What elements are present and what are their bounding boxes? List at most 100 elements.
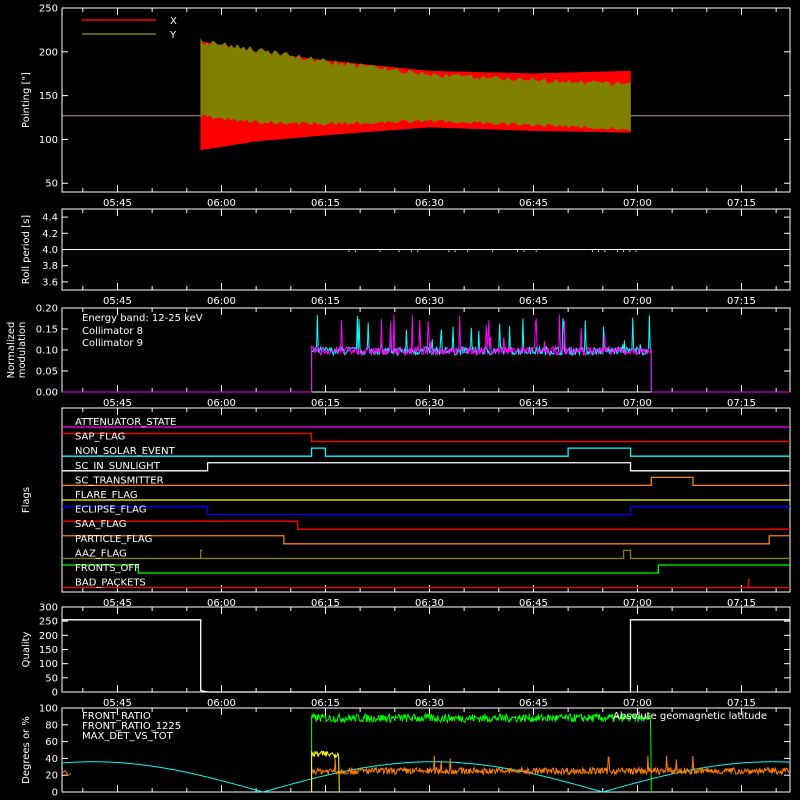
y-tick-label: 200 xyxy=(39,47,58,58)
y-tick-label: 200 xyxy=(39,631,58,642)
panel-ratios: 0 20 40 60 80 100 Degrees or % FRONT_RATIOFRONT… xyxy=(21,704,791,799)
x-tick-label: 06:00 xyxy=(207,198,236,209)
flag-line xyxy=(62,505,790,516)
flag-line xyxy=(62,549,790,560)
x-tick-label: 06:15 xyxy=(311,598,340,609)
y-tick-label: 3.8 xyxy=(42,261,58,272)
y-tick-label: 0.10 xyxy=(36,346,58,357)
x-tick-label: 07:15 xyxy=(727,296,756,307)
y-tick-label: 80 xyxy=(45,720,58,731)
series-edge-trace xyxy=(61,769,72,777)
flag-label: ATTENUATOR_STATE xyxy=(75,417,176,428)
panel-quality: 0 50 100 150 200 250 300 05:45 06:00 06:15 06:30 06… xyxy=(21,603,791,709)
x-tick-label: 06:30 xyxy=(415,398,444,409)
flag-label: SAP_FLAG xyxy=(75,432,125,443)
flag-line xyxy=(62,462,790,472)
legend-label: FRONT_RATIO_1225 xyxy=(82,721,181,732)
panel-frame xyxy=(61,707,791,793)
x-tick-label: 06:00 xyxy=(207,398,236,409)
y-tick-label: 150 xyxy=(39,645,58,656)
flag-label: ECLIPSE_FLAG xyxy=(75,505,146,516)
y-tick-label: 50 xyxy=(45,673,58,684)
flag-label: PARTICLE_FLAG xyxy=(75,534,152,545)
y-tick-label: 0 xyxy=(52,788,58,799)
x-tick-label: 06:00 xyxy=(207,598,236,609)
x-tick-label: 06:00 xyxy=(207,296,236,307)
y-tick-label: 0.00 xyxy=(36,388,58,399)
flag-label: AAZ_FLAG xyxy=(75,548,127,559)
y-tick-label: 100 xyxy=(39,135,58,146)
x-tick-label: 05:45 xyxy=(103,198,132,209)
x-tick-label: 06:45 xyxy=(519,296,548,307)
x-tick-label: 07:00 xyxy=(623,198,652,209)
y-tick-label: 40 xyxy=(45,754,58,765)
x-tick-label: 07:15 xyxy=(727,398,756,409)
x-tick-label: 06:45 xyxy=(519,398,548,409)
y-axis-label: Quality xyxy=(21,632,32,668)
legend-label: X xyxy=(170,16,177,27)
y-tick-label: 4.0 xyxy=(42,245,58,256)
x-tick-label: 07:00 xyxy=(623,296,652,307)
x-tick-label: 06:30 xyxy=(415,296,444,307)
flag-label: FRONTS_OFF xyxy=(75,563,140,574)
y-tick-label: 50 xyxy=(45,179,58,190)
x-tick-label: 07:00 xyxy=(623,398,652,409)
x-tick-label: 06:15 xyxy=(311,698,340,709)
x-tick-label: 06:15 xyxy=(311,398,340,409)
panel-frame xyxy=(61,7,791,193)
y-axis-label: Normalizedmodulation xyxy=(6,322,28,379)
quality-line xyxy=(62,619,790,693)
flag-line xyxy=(62,432,790,443)
y-axis-label: Degrees or % xyxy=(21,716,32,784)
x-tick-label: 06:30 xyxy=(415,698,444,709)
panel-modulation: 0.00 0.05 0.10 0.15 0.20 05:45 06:00 06:15 06:30… xyxy=(6,304,791,409)
x-tick-label: 07:15 xyxy=(727,598,756,609)
x-tick-label: 07:15 xyxy=(727,198,756,209)
flag-label: SC_TRANSMITTER xyxy=(75,475,164,486)
flag-label: BAD_PACKETS xyxy=(75,578,146,589)
legend-label: Collimator 8 xyxy=(82,326,143,337)
x-tick-label: 06:15 xyxy=(311,198,340,209)
series-max-det-vs-tot xyxy=(311,755,790,792)
y-tick-label: 0.15 xyxy=(36,325,58,336)
series-collimator-8 xyxy=(62,315,790,393)
x-tick-label: 06:15 xyxy=(311,296,340,307)
y-tick-label: 250 xyxy=(39,617,58,628)
y-tick-label: 4.4 xyxy=(42,213,58,224)
panel-flags: 05:45 06:00 06:15 06:30 06:45 07:00 07:15 Flags… xyxy=(21,407,791,609)
flag-line xyxy=(62,535,790,545)
y-tick-label: 100 xyxy=(39,704,58,715)
x-tick-label: 07:00 xyxy=(623,698,652,709)
series-front-ratio-1225 xyxy=(311,712,652,793)
legend-label: Y xyxy=(169,30,177,41)
y-tick-label: 20 xyxy=(45,771,58,782)
geomagnetic-latitude-line xyxy=(61,761,790,793)
legend-label: Absolute geomagnetic latitude xyxy=(613,711,767,722)
x-tick-label: 07:00 xyxy=(623,598,652,609)
x-tick-label: 05:45 xyxy=(103,698,132,709)
x-tick-label: 07:15 xyxy=(727,698,756,709)
y-tick-label: 4.2 xyxy=(42,229,58,240)
series-band-y xyxy=(200,38,631,132)
panel-roll: 3.6 3.8 4.0 4.2 4.4 05:45 06:00 06:15 06:30 06:45… xyxy=(21,208,791,307)
flag-line xyxy=(62,447,790,457)
x-tick-label: 05:45 xyxy=(103,296,132,307)
y-axis-label: Pointing ["] xyxy=(21,72,32,128)
x-tick-label: 06:30 xyxy=(415,198,444,209)
x-tick-label: 05:45 xyxy=(103,598,132,609)
y-tick-label: 300 xyxy=(39,603,58,614)
flag-line xyxy=(62,564,790,574)
y-axis-label: Flags xyxy=(21,487,32,513)
x-tick-label: 06:45 xyxy=(519,598,548,609)
x-tick-label: 06:00 xyxy=(207,698,236,709)
legend-label: MAX_DET_VS_TOT xyxy=(82,731,174,742)
x-tick-label: 06:30 xyxy=(415,598,444,609)
flag-label: FLARE_FLAG xyxy=(75,490,138,501)
y-tick-label: 0.20 xyxy=(36,304,58,315)
x-tick-label: 06:45 xyxy=(519,198,548,209)
y-axis-label: Roll period [s] xyxy=(21,215,32,284)
legend-label: FRONT_RATIO xyxy=(82,711,151,722)
x-tick-label: 06:45 xyxy=(519,698,548,709)
flag-label: SC_IN_SUNLIGHT xyxy=(75,461,161,472)
